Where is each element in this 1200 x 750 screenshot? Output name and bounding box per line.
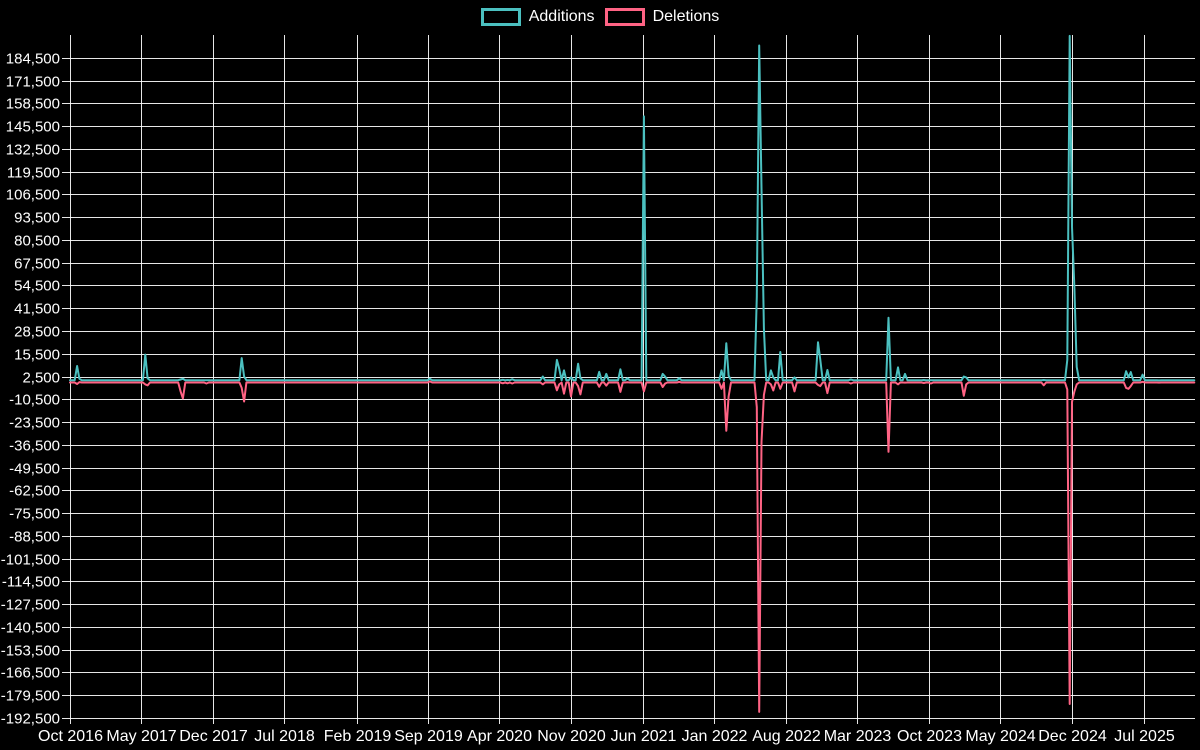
- additions-legend-label: Additions: [528, 8, 595, 25]
- x-tick-label: Mar 2023: [824, 728, 892, 745]
- y-tick-label: 15,500: [14, 347, 60, 364]
- y-tick-label: 119,500: [7, 165, 60, 182]
- x-tick-label: Oct 2016: [38, 728, 103, 745]
- y-tick-label: 171,500: [6, 74, 60, 91]
- y-tick-label: -49,500: [9, 461, 60, 478]
- y-tick-label: -36,500: [9, 438, 60, 455]
- x-tick-label: Jul 2018: [254, 728, 315, 745]
- x-tick-label: May 2017: [106, 728, 176, 745]
- y-tick-label: 54,500: [14, 278, 60, 295]
- x-tick-label: Feb 2019: [324, 728, 392, 745]
- x-tick-label: May 2024: [965, 728, 1035, 745]
- y-tick-label: 132,500: [6, 142, 60, 159]
- deletions-legend-swatch: [604, 8, 645, 26]
- y-tick-label: -23,500: [9, 415, 60, 432]
- y-tick-label: -192,500: [1, 711, 60, 728]
- y-tick-label: -140,500: [1, 620, 60, 637]
- x-tick-label: Jul 2025: [1114, 728, 1175, 745]
- y-tick-label: 67,500: [14, 256, 60, 273]
- deletions-legend-label: Deletions: [652, 8, 720, 25]
- y-tick-label: -101,500: [1, 552, 60, 569]
- x-tick-label: Oct 2023: [897, 728, 962, 745]
- y-tick-label: 80,500: [14, 233, 60, 250]
- legend-item-additions[interactable]: Additions: [480, 8, 595, 26]
- deletions-line: [69, 380, 1196, 713]
- y-tick-label: -10,500: [9, 392, 60, 409]
- x-tick-label: Sep 2019: [394, 728, 463, 745]
- y-tick-label: 158,500: [6, 96, 60, 113]
- y-tick-label: -127,500: [1, 597, 60, 614]
- y-tick-label: 184,500: [6, 51, 60, 68]
- y-tick-label: -114,500: [2, 574, 60, 591]
- y-tick-label: 145,500: [6, 119, 60, 136]
- x-tick-label: Jan 2022: [682, 728, 748, 745]
- x-tick-label: Nov 2020: [537, 728, 606, 745]
- y-tick-label: -88,500: [9, 529, 60, 546]
- x-tick-label: Dec 2024: [1038, 728, 1107, 745]
- x-tick-label: Aug 2022: [752, 728, 821, 745]
- y-tick-label: 93,500: [14, 210, 60, 227]
- y-tick-label: -179,500: [1, 688, 60, 705]
- chart-legend: Additions Deletions: [0, 8, 1200, 26]
- x-tick-label: Dec 2017: [179, 728, 248, 745]
- y-tick-label: 28,500: [14, 324, 60, 341]
- x-tick-label: Jun 2021: [611, 728, 677, 745]
- y-tick-label: -166,500: [1, 665, 60, 682]
- y-tick-label: -62,500: [9, 483, 60, 500]
- y-tick-label: 2,500: [22, 370, 60, 387]
- legend-item-deletions[interactable]: Deletions: [604, 8, 720, 26]
- additions-legend-swatch: [480, 8, 521, 26]
- y-tick-label: 106,500: [6, 187, 60, 204]
- additions-line: [69, 34, 1196, 382]
- y-tick-label: 41,500: [14, 301, 60, 318]
- y-tick-label: -75,500: [9, 506, 60, 523]
- x-tick-label: Apr 2020: [467, 728, 532, 745]
- y-tick-label: -153,500: [1, 643, 60, 660]
